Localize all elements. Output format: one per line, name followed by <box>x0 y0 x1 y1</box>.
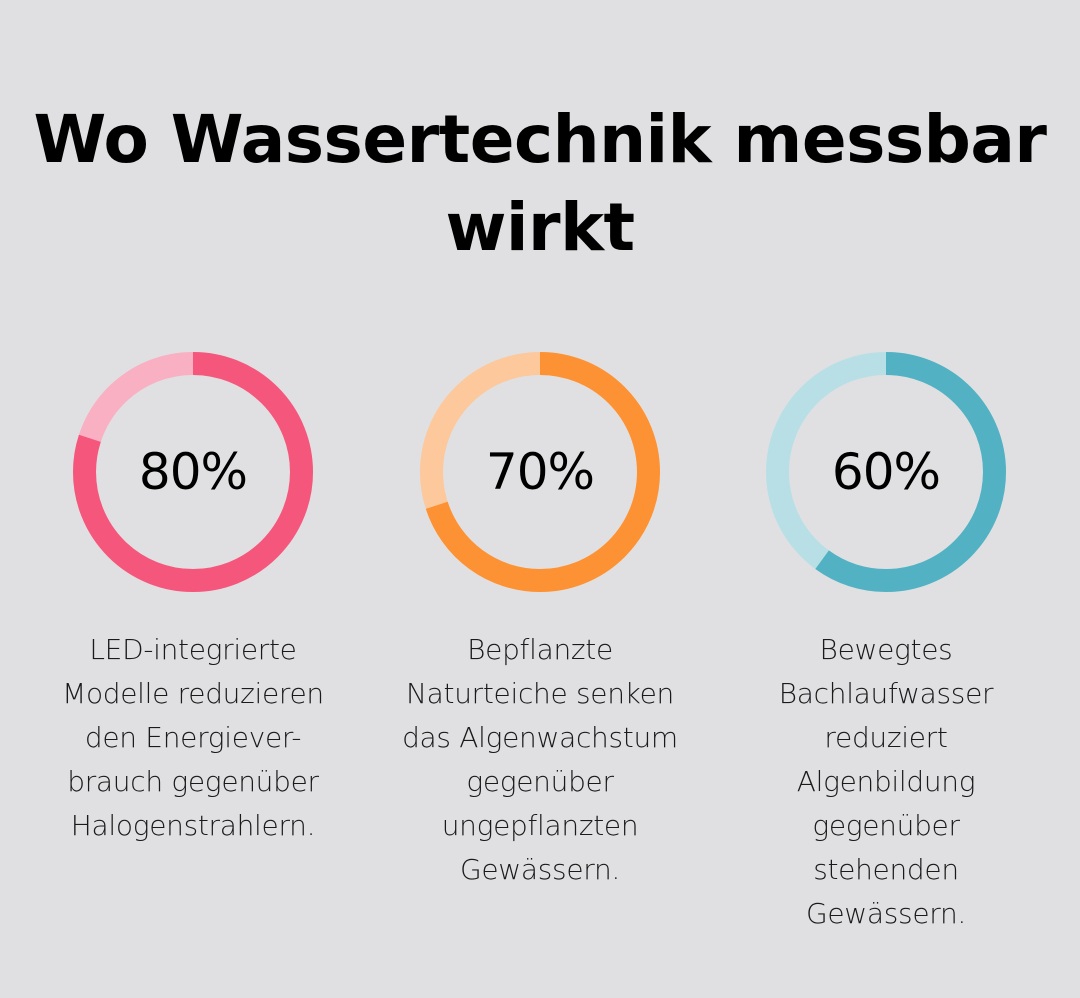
donut-chart-led <box>73 352 313 592</box>
donut-value-arc-ponds <box>420 352 660 592</box>
page-title-line2: wirkt <box>445 189 635 266</box>
stat-description-led: LED-integrierte Modelle reduzieren den E… <box>33 628 353 848</box>
desc-line: gegenüber <box>812 809 960 842</box>
desc-line: Modelle reduzieren <box>62 677 324 710</box>
stat-description-ponds: Bepflanzte Naturteiche senken das Algenw… <box>380 628 700 892</box>
desc-line: Algenbildung <box>796 765 976 798</box>
desc-line: Gewässern. <box>459 853 621 886</box>
desc-line: Bachlaufwasser <box>778 677 994 710</box>
desc-line: stehenden <box>813 853 959 886</box>
donut-chart-stream <box>766 352 1006 592</box>
stat-card-ponds: 70% Bepflanzte Naturteiche senken das Al… <box>380 352 700 952</box>
desc-line: Naturteiche senken <box>406 677 674 710</box>
stat-card-led: 80% LED-integrierte Modelle reduzieren d… <box>33 352 353 952</box>
desc-line: Bepflanzte <box>467 633 613 666</box>
desc-line: Halogenstrahlern. <box>70 809 316 842</box>
page-title-line1: Wo Wassertechnik messbar <box>33 101 1047 178</box>
desc-line: Bewegtes <box>819 633 953 666</box>
desc-line: ungepflanzten <box>441 809 639 842</box>
page-title: Wo Wassertechnik messbar wirkt <box>0 96 1080 272</box>
desc-line: reduziert <box>824 721 948 754</box>
stat-description-stream: Bewegtes Bachlaufwasser reduziert Algenb… <box>726 628 1046 936</box>
desc-line: das Algenwachstum <box>402 721 678 754</box>
donut-percent-label-stream: 60% <box>831 443 941 501</box>
donut-value-arc-led <box>73 352 313 592</box>
donut-percent-label-led: 80% <box>138 443 248 501</box>
desc-line: LED-integrierte <box>89 633 297 666</box>
stat-card-stream: 60% Bewegtes Bachlaufwasser reduziert Al… <box>726 352 1046 952</box>
desc-line: gegenüber <box>466 765 614 798</box>
desc-line: brauch gegenüber <box>67 765 319 798</box>
desc-line: den Energiever- <box>84 721 302 754</box>
donut-value-arc-stream <box>766 352 1006 592</box>
donut-percent-label-ponds: 70% <box>485 443 595 501</box>
donut-chart-ponds <box>420 352 660 592</box>
desc-line: Gewässern. <box>805 897 967 930</box>
